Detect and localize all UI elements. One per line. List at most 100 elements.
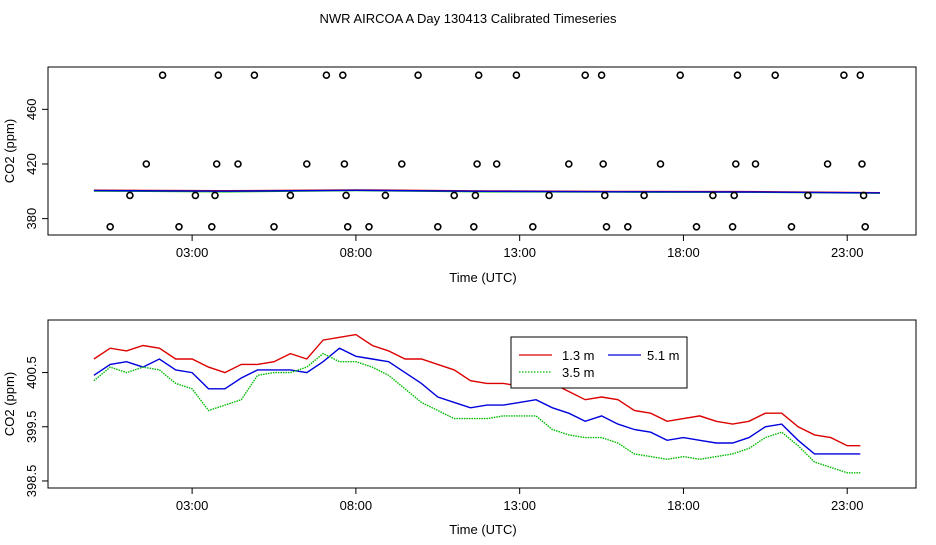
bottom-plot-frame — [47, 319, 917, 489]
top-x-axis: 03:00 08:00 13:00 18:00 23:00 — [176, 235, 864, 260]
top-series-5-1-mm-line — [93, 189, 881, 194]
top-scatter-point — [600, 191, 609, 200]
legend: 1.3 m 5.1 m 3.5 m — [510, 336, 688, 389]
top-scatter-point — [106, 223, 114, 231]
top-panel: 03:00 08:00 13:00 18:00 23:00 380 420 460 Time… — [2, 66, 917, 285]
top-y-axis-label: CO2 (ppm) — [2, 119, 17, 183]
bottom-x-axis: 03:00 08:00 13:00 18:00 23:00 — [176, 488, 864, 513]
top-scatter-point — [397, 160, 406, 168]
top-scatter-point — [302, 160, 311, 168]
top-scatter-point — [450, 191, 459, 200]
bottom-y-axis-label: CO2 (ppm) — [2, 372, 17, 436]
top-scatter-point — [214, 71, 223, 79]
top-scatter-point — [342, 191, 350, 200]
bottom-series-3-5-mm-line — [93, 352, 861, 474]
top-scatter-point — [365, 223, 373, 231]
top-y-axis: 380 420 460 — [24, 98, 48, 229]
top-scatter-point — [158, 71, 167, 79]
top-scatter-point — [250, 71, 259, 79]
top-scatter-point — [126, 191, 134, 200]
top-scatter-point — [528, 223, 537, 231]
top-scatter-point — [731, 160, 740, 168]
top-scatter-point — [787, 223, 796, 231]
top-scatter-point — [208, 223, 216, 231]
top-y-tick-label: 460 — [24, 98, 39, 120]
top-scatter-point — [599, 160, 608, 168]
top-scatter-point — [338, 71, 347, 79]
top-scatter-point — [751, 160, 760, 168]
bottom-x-tick-label: 18:00 — [667, 498, 700, 513]
top-x-tick-label: 18:00 — [667, 245, 700, 260]
top-scatter-point — [270, 223, 278, 231]
top-scatter-point — [840, 71, 848, 79]
legend-label-1-3m: 1.3 m — [562, 348, 595, 363]
top-scatter-point — [211, 191, 219, 200]
top-scatter-point — [656, 160, 665, 168]
top-x-tick-label: 13:00 — [503, 245, 536, 260]
top-scatter-point — [856, 71, 865, 79]
bottom-x-tick-label: 08:00 — [340, 498, 373, 513]
top-scatter-point — [858, 160, 866, 168]
top-scatter-point — [340, 160, 349, 168]
top-x-tick-label: 08:00 — [340, 245, 373, 260]
top-scatter-point — [512, 71, 521, 79]
top-scatter-point — [861, 223, 870, 231]
bottom-x-tick-label: 03:00 — [176, 498, 209, 513]
top-scatter-point — [623, 223, 632, 231]
top-x-axis-label: Time (UTC) — [449, 270, 516, 285]
top-scatter-point — [322, 71, 331, 79]
top-scatter-point — [564, 160, 573, 168]
top-scatter-point — [175, 223, 183, 231]
top-scatter-point — [142, 160, 151, 168]
legend-label-5-1m: 5.1 m — [647, 348, 680, 363]
top-scatter-point — [859, 191, 868, 200]
bottom-series-1-3-mm-line — [93, 333, 861, 447]
bottom-x-tick-label: 23:00 — [831, 498, 864, 513]
bottom-x-tick-label: 13:00 — [503, 498, 536, 513]
top-scatter-point — [343, 223, 352, 231]
top-scatter-point — [730, 191, 739, 200]
top-scatter-point — [212, 160, 221, 168]
top-scatter-point — [433, 223, 442, 231]
legend-box — [510, 336, 688, 389]
legend-label-3-5m: 3.5 m — [562, 365, 595, 380]
top-scatter-point — [692, 223, 701, 231]
top-x-tick-label: 23:00 — [831, 245, 864, 260]
top-plot-data — [93, 71, 881, 231]
top-scatter-point — [676, 71, 685, 79]
top-scatter-point — [492, 160, 501, 168]
top-scatter-point — [709, 191, 717, 200]
chart-title: NWR AIRCOA A Day 130413 Calibrated Times… — [320, 11, 617, 26]
top-scatter-point — [545, 191, 553, 200]
top-scatter-point — [286, 191, 295, 200]
bottom-x-axis-label: Time (UTC) — [449, 522, 516, 537]
top-scatter-point — [414, 71, 422, 79]
top-scatter-point — [728, 223, 737, 231]
top-x-tick-label: 03:00 — [176, 245, 209, 260]
top-y-tick-label: 380 — [24, 208, 39, 230]
top-scatter-point — [473, 160, 481, 168]
top-scatter-point — [234, 160, 242, 168]
top-plot-frame — [47, 66, 917, 236]
bottom-y-tick-label: 398.5 — [24, 465, 39, 498]
bottom-series-5-1-mm-line — [93, 347, 861, 455]
bottom-y-tick-label: 399.5 — [24, 410, 39, 443]
bottom-y-axis: 398.5 399.5 400.5 — [24, 356, 48, 497]
top-y-tick-label: 420 — [24, 153, 39, 175]
top-scatter-point — [804, 191, 812, 200]
top-scatter-point — [733, 71, 742, 79]
top-scatter-point — [191, 191, 200, 200]
top-scatter-point — [381, 191, 390, 200]
top-scatter-point — [581, 71, 590, 79]
bottom-panel: 03:00 08:00 13:00 18:00 23:00 398.5 399.5 400.… — [2, 319, 917, 537]
top-scatter-point — [474, 71, 483, 79]
top-scatter-point — [771, 71, 780, 79]
top-scatter-point — [597, 71, 606, 79]
top-scatter-point — [823, 160, 832, 168]
bottom-y-tick-label: 400.5 — [24, 356, 39, 389]
bottom-plot-data — [93, 333, 861, 474]
top-scatter-point — [471, 191, 480, 200]
top-scatter-point — [469, 223, 478, 231]
